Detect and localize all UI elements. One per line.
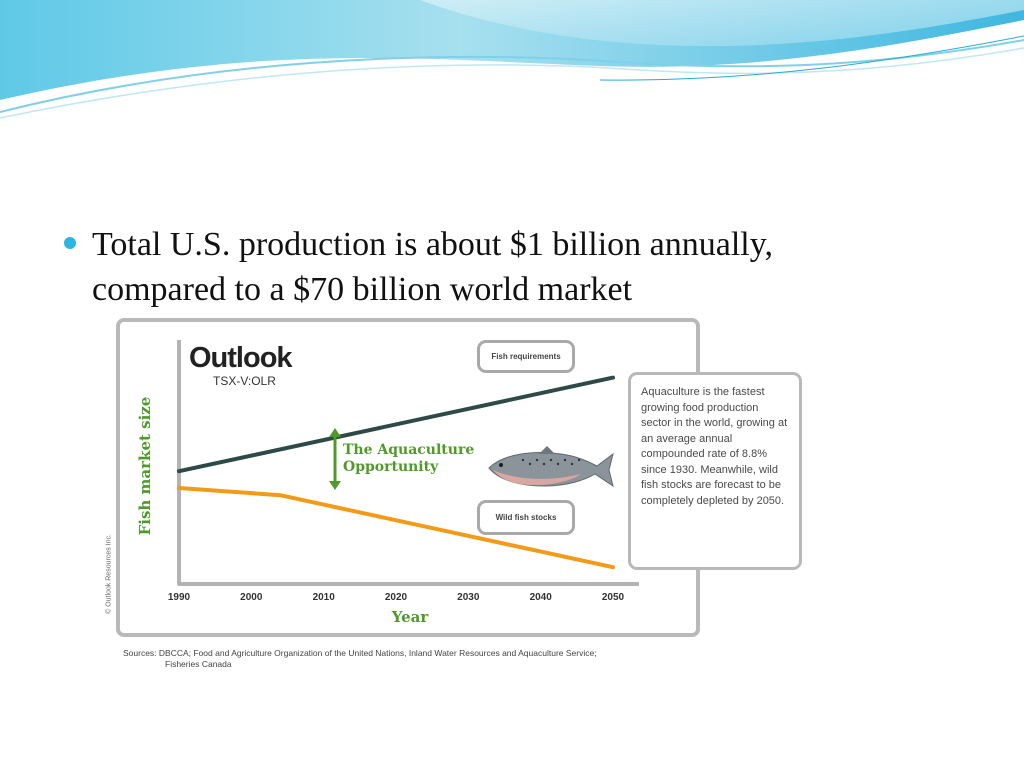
- outlook-logo-ticker: TSX-V:OLR: [213, 374, 276, 388]
- x-tick-2030: 2030: [457, 592, 480, 603]
- x-tick-2000: 2000: [240, 592, 263, 603]
- x-tick-2010: 2010: [312, 592, 335, 603]
- x-tick-2040: 2040: [529, 592, 552, 603]
- chart-sources: Sources: DBCCA; Food and Agriculture Org…: [123, 648, 723, 670]
- salmon-icon: [488, 446, 614, 488]
- legend-wild-fish-stocks: Wild fish stocks: [477, 500, 575, 535]
- aquaculture-opportunity-label: The Aquaculture Opportunity: [343, 442, 475, 475]
- chart-plot: [177, 340, 639, 586]
- x-axis-label: Year: [391, 608, 429, 626]
- bullet-point: Total U.S. production is about $1 billio…: [64, 222, 904, 312]
- sources-line-2: Fisheries Canada: [165, 659, 232, 669]
- x-tick-2020: 2020: [384, 592, 408, 603]
- slide-header-wave: [0, 0, 1024, 119]
- arrow-down-icon: [329, 481, 341, 490]
- outlook-chart-figure: Outlook TSX-V:OLR Fish market size © Out…: [103, 314, 803, 672]
- legend-fish-requirements: Fish requirements: [477, 340, 575, 373]
- bullet-dot-icon: [64, 237, 76, 249]
- series-line-fish-requirements: [177, 375, 615, 474]
- bullet-text: Total U.S. production is about $1 billio…: [92, 226, 774, 308]
- arrow-up-icon: [329, 428, 341, 437]
- x-tick-2050: 2050: [601, 592, 625, 603]
- outlook-logo-title: Outlook: [189, 342, 293, 374]
- chart-axes: [177, 340, 639, 586]
- series-line-wild-fish-stocks: [177, 486, 615, 570]
- x-tick-1990: 1990: [167, 592, 191, 603]
- aquaculture-note: Aquaculture is the fastest growing food …: [628, 372, 802, 570]
- sources-line-1: Sources: DBCCA; Food and Agriculture Org…: [123, 648, 597, 658]
